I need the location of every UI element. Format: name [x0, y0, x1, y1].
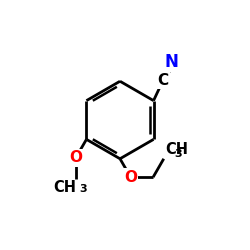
Text: 3: 3: [79, 184, 86, 194]
Text: O: O: [69, 150, 82, 165]
Text: N: N: [164, 53, 178, 71]
Text: CH: CH: [53, 180, 76, 195]
Text: 3: 3: [174, 149, 182, 159]
Text: O: O: [124, 170, 137, 185]
Text: CH: CH: [165, 142, 188, 158]
Text: C: C: [158, 73, 169, 88]
